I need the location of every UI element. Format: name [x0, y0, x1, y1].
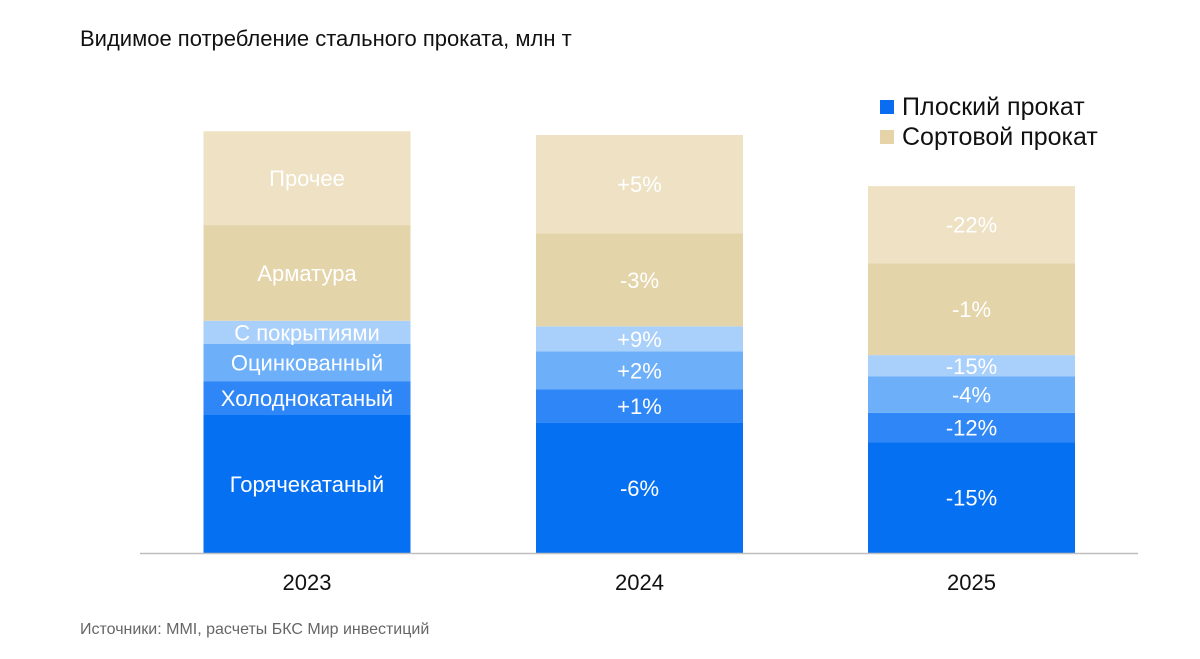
segment-label-2024-6: +5%	[617, 172, 662, 197]
segment-label-2023-6: Прочее	[269, 166, 345, 191]
segment-label-2025-6: -22%	[946, 213, 997, 238]
legend-swatch-flat	[880, 100, 894, 114]
bar-segment-2024-2	[536, 389, 743, 423]
legend-swatch-long	[880, 130, 894, 144]
bar-segment-2023-6	[203, 131, 411, 226]
segment-label-2025-2: -12%	[946, 416, 997, 441]
bar-segment-2025-1	[868, 442, 1075, 553]
segment-label-2024-4: +9%	[617, 327, 662, 352]
bar-segment-2025-6	[868, 186, 1075, 264]
bar-segment-2025-3	[868, 376, 1075, 413]
segment-label-2025-3: -4%	[952, 383, 991, 408]
bar-segment-2023-1	[203, 414, 411, 553]
segment-label-2023-3: Оцинкованный	[231, 351, 383, 376]
bar-segment-2025-5	[868, 263, 1075, 356]
source-note: Источники: MMI, расчеты БКС Мир инвестиц…	[80, 621, 430, 638]
bar-segment-2023-5	[203, 225, 411, 321]
segment-label-2023-2: Холоднокатаный	[221, 386, 393, 411]
segment-label-2025-1: -15%	[946, 486, 997, 511]
bar-segment-2023-2	[203, 381, 411, 415]
legend-item-flat: Плоский прокат	[880, 92, 1098, 122]
chart-title: Видимое потребление стального проката, м…	[80, 26, 572, 51]
bar-segment-2023-3	[203, 344, 411, 382]
legend-item-long: Сортовой прокат	[880, 122, 1098, 152]
bar-segment-2024-5	[536, 233, 743, 327]
segment-label-2024-3: +2%	[617, 358, 662, 383]
bar-segment-2023-4	[203, 320, 411, 344]
bar-segment-2025-4	[868, 355, 1075, 377]
segment-label-2024-1: -6%	[620, 476, 659, 501]
bar-segment-2024-1	[536, 422, 743, 553]
segment-label-2023-1: Горячекатаный	[230, 472, 384, 497]
bar-segment-2024-4	[536, 326, 743, 352]
legend-label-long: Сортовой прокат	[902, 122, 1098, 151]
segment-label-2023-4: С покрытиями	[234, 320, 380, 345]
segment-label-2025-5: -1%	[952, 297, 991, 322]
segment-label-2023-5: Арматура	[257, 261, 357, 286]
legend-label-flat: Плоский прокат	[902, 92, 1085, 121]
bar-segment-2025-2	[868, 412, 1075, 443]
x-tick-label-2023: 2023	[283, 570, 332, 595]
bar-segment-2024-6	[536, 135, 743, 234]
bar-segment-2024-3	[536, 351, 743, 390]
segment-label-2024-2: +1%	[617, 394, 662, 419]
x-tick-label-2025: 2025	[947, 570, 996, 595]
segment-label-2025-4: -15%	[946, 354, 997, 379]
chart-legend: Плоский прокат Сортовой прокат	[880, 92, 1098, 152]
x-tick-label-2024: 2024	[615, 570, 664, 595]
segment-label-2024-5: -3%	[620, 268, 659, 293]
